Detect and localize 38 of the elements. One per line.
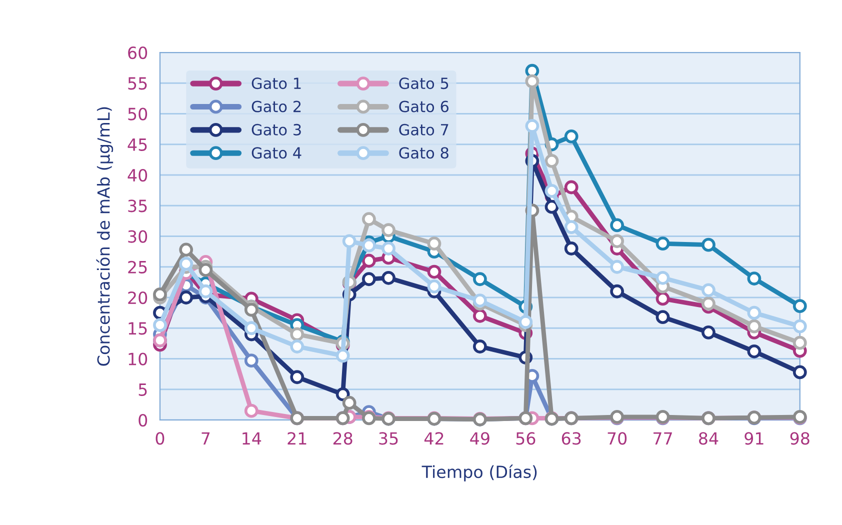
x-tick-label: 0 xyxy=(156,432,164,445)
y-tick-label: 5 xyxy=(138,384,147,396)
y-tick-label: 0 xyxy=(138,414,148,427)
x-tick-label: 42 xyxy=(424,432,444,444)
y-tick-label: 25 xyxy=(128,260,147,274)
x-tick-label: 35 xyxy=(379,432,398,445)
x-tick-label: 84 xyxy=(699,432,718,445)
y-tick-label: 15 xyxy=(128,322,147,335)
x-tick-label: 91 xyxy=(744,432,764,445)
legend-label: Gato 4 xyxy=(252,147,302,159)
x-tick-label: 21 xyxy=(288,432,306,444)
legend-label: Gato 2 xyxy=(252,100,301,112)
legend-label: Gato 7 xyxy=(399,124,448,136)
x-tick-label: 56 xyxy=(516,432,536,445)
y-axis-title: Concentración de mAb (µg/mL) xyxy=(96,107,114,366)
x-tick-label: 7 xyxy=(202,432,210,444)
legend-label: Gato 8 xyxy=(399,147,448,159)
y-tick-label: 35 xyxy=(128,200,147,212)
y-tick-label: 60 xyxy=(128,46,148,60)
x-axis-title: Tiempo (Días) xyxy=(422,464,537,482)
y-tick-label: 20 xyxy=(128,291,148,304)
y-tick-label: 30 xyxy=(128,230,148,243)
x-tick-label: 70 xyxy=(608,432,627,445)
x-tick-label: 98 xyxy=(790,432,810,445)
x-tick-label: 49 xyxy=(470,432,490,445)
y-tick-label: 45 xyxy=(128,138,147,151)
x-tick-label: 14 xyxy=(242,432,262,444)
legend-label: Gato 3 xyxy=(252,124,301,136)
y-tick-label: 10 xyxy=(128,352,148,366)
y-tick-label: 40 xyxy=(128,168,148,182)
legend-label: Gato 6 xyxy=(399,100,448,112)
x-tick-label: 77 xyxy=(654,432,672,444)
y-tick-label: 55 xyxy=(128,77,147,90)
x-tick-label: 28 xyxy=(333,432,352,445)
legend-label: Gato 1 xyxy=(252,78,301,90)
x-tick-label: 63 xyxy=(562,432,581,445)
legend-label: Gato 5 xyxy=(399,78,448,90)
y-tick-label: 50 xyxy=(128,108,148,120)
